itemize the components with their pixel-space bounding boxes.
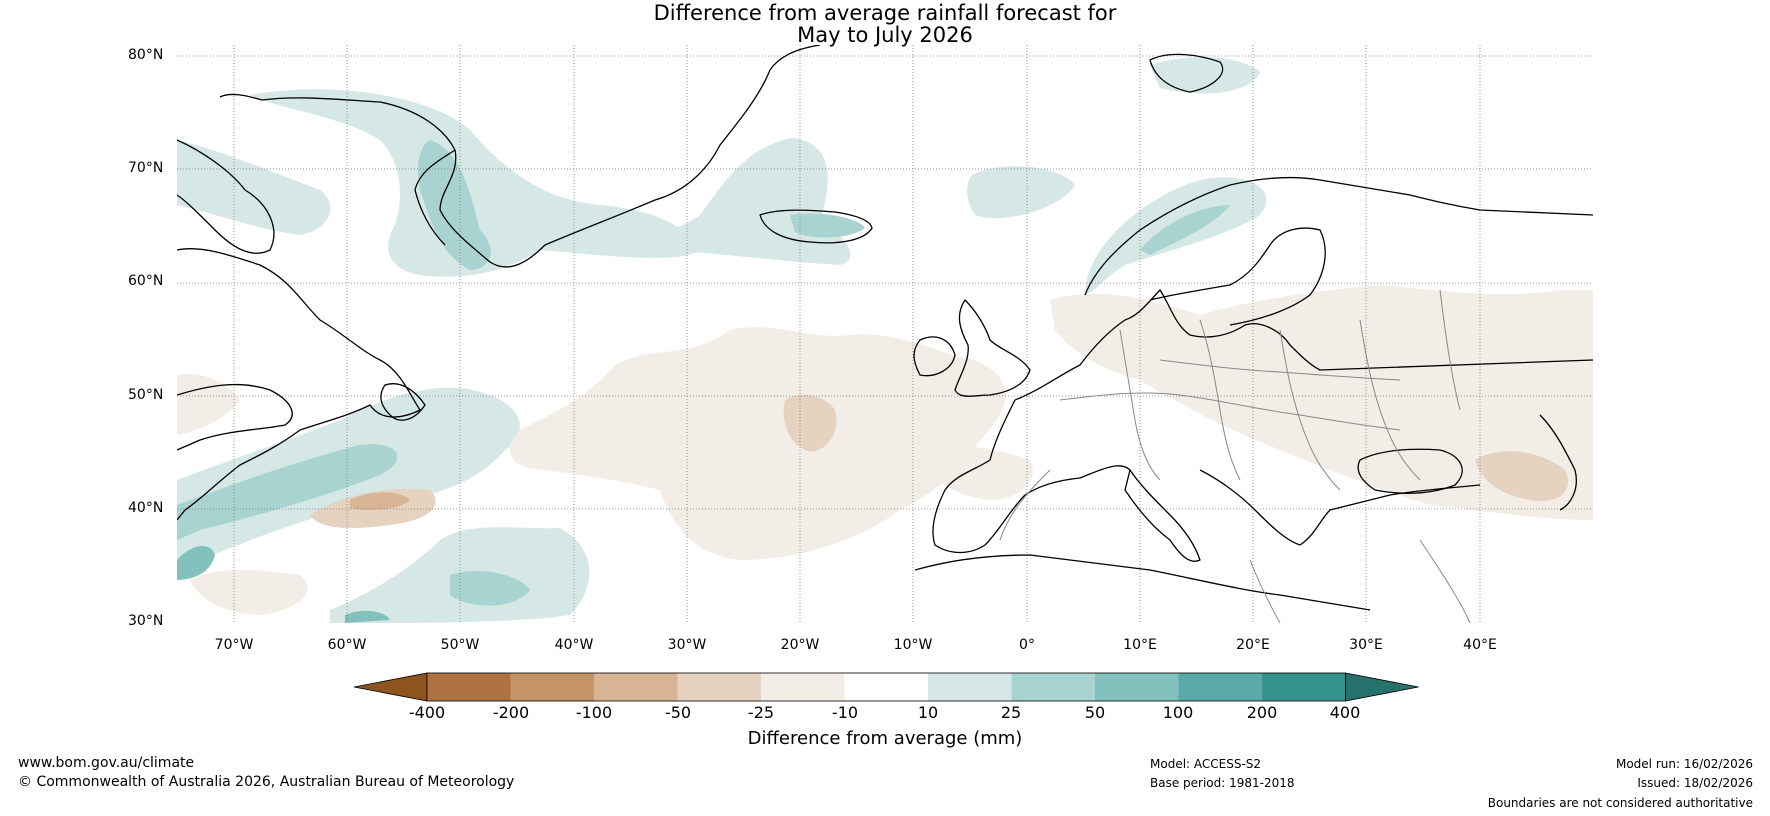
wet-mid-nw-atlantic <box>177 444 398 540</box>
colorbar-swatch <box>1095 673 1179 701</box>
coastline-greenland <box>219 45 821 268</box>
lon-label-10w: 10°W <box>893 637 933 653</box>
coastline-hudson <box>177 383 293 451</box>
colorbar-swatch <box>761 673 845 701</box>
wet-region-svalbard <box>1150 56 1260 94</box>
colorbar-label: -100 <box>575 703 613 722</box>
dry-region-med <box>925 445 1033 500</box>
wet-region-iceland <box>640 138 851 265</box>
disclaimer-text: Boundaries are not considered authoritat… <box>1487 796 1753 810</box>
coastline-baffin <box>177 139 275 254</box>
lat-label-40n: 40°N <box>128 500 164 516</box>
coastline-north-africa <box>914 554 1371 611</box>
colorbar-outline <box>426 672 1346 702</box>
colorbar-label: 25 <box>1000 703 1022 722</box>
colorbar-swatch <box>427 673 511 701</box>
wet-mid-coast <box>177 545 215 580</box>
colorbar-label: 200 <box>1246 703 1278 722</box>
lat-label-70n: 70°N <box>128 160 164 176</box>
colorbar-label: -50 <box>664 703 692 722</box>
coastline-caspian <box>1539 414 1577 511</box>
coastline-italy <box>1124 469 1201 562</box>
wet-region-labrador <box>177 140 331 235</box>
coastline-balkans <box>1199 469 1481 546</box>
dry-region-europe <box>1050 285 1593 520</box>
colorbar-swatch <box>1011 673 1096 701</box>
issued-date: Issued: 18/02/2026 <box>1637 776 1753 790</box>
coastline-black-sea <box>1357 448 1463 494</box>
map-title-line1: Difference from average rainfall forecas… <box>653 1 1117 25</box>
colorbar-swatch <box>510 673 595 701</box>
base-period: Base period: 1981-2018 <box>1150 776 1295 790</box>
coastline-britain <box>954 299 1031 397</box>
colorbar-label: -25 <box>747 703 775 722</box>
colorbar-swatch <box>1262 673 1346 701</box>
dry-mid-caspian <box>1475 451 1569 501</box>
coastline-greenland-west <box>414 149 456 246</box>
colorbar <box>353 672 1419 702</box>
lon-label-40w: 40°W <box>554 637 594 653</box>
lat-label-30n: 30°N <box>128 613 164 629</box>
colorbar-label: 50 <box>1084 703 1106 722</box>
coastlines <box>177 45 1593 611</box>
colorbar-swatch <box>677 673 762 701</box>
colorbar-label: -200 <box>492 703 530 722</box>
anomaly-shading <box>177 56 1593 623</box>
lon-label-40e: 40°E <box>1463 637 1497 653</box>
dry-region-sw-atlantic <box>190 570 308 615</box>
coastline-ireland <box>913 336 956 377</box>
coastline-europe <box>932 289 1593 554</box>
coastline-labrador <box>177 248 421 521</box>
colorbar-swatch <box>844 673 929 701</box>
coastline-svalbard <box>1149 53 1224 93</box>
coastline-newfoundland <box>380 383 426 421</box>
dry-strong-nw-atlantic <box>350 492 410 510</box>
model-name: Model: ACCESS-S2 <box>1150 757 1262 771</box>
colorbar-label: 10 <box>917 703 939 722</box>
lat-label-80n: 80°N <box>128 47 164 63</box>
gridlines <box>177 45 1593 623</box>
lon-label-20e: 20°E <box>1236 637 1270 653</box>
colorbar-swatch <box>928 673 1012 701</box>
wet-mid-greenland <box>418 140 491 270</box>
copyright-text: © Commonwealth of Australia 2026, Austra… <box>18 774 515 790</box>
lon-label-70w: 70°W <box>214 637 254 653</box>
colorbar-swatch <box>1178 673 1263 701</box>
colorbar-label: -10 <box>831 703 859 722</box>
lat-label-60n: 60°N <box>128 273 164 289</box>
coastline-iceland <box>759 209 873 244</box>
lat-label-50n: 50°N <box>128 387 164 403</box>
wet-mid-sw <box>345 610 390 623</box>
coastline-scandinavia <box>1084 176 1593 296</box>
colorbar-extend-high <box>1345 672 1419 702</box>
colorbar-label: 400 <box>1329 703 1361 722</box>
lon-label-30e: 30°E <box>1349 637 1383 653</box>
lon-label-20w: 20°W <box>780 637 820 653</box>
colorbar-swatch <box>594 673 678 701</box>
colorbar-label: -400 <box>408 703 446 722</box>
wet-mid-norway <box>1140 205 1230 255</box>
dry-region-west <box>177 374 240 435</box>
colorbar-title: Difference from average (mm) <box>747 728 1023 749</box>
lon-label-30w: 30°W <box>667 637 707 653</box>
model-run-date: Model run: 16/02/2026 <box>1615 757 1753 771</box>
lon-label-50w: 50°W <box>440 637 480 653</box>
borders <box>999 289 1471 623</box>
wet-mid-subtropical <box>450 570 530 606</box>
lon-label-10e: 10°E <box>1123 637 1157 653</box>
dry-region-central-atlantic <box>509 327 1006 560</box>
lon-label-0: 0° <box>1019 637 1035 653</box>
coastline-baltic <box>1149 227 1326 326</box>
website-link[interactable]: www.bom.gov.au/climate <box>18 755 195 771</box>
wet-region-north-atlantic <box>967 166 1075 219</box>
map-title-line2: May to July 2026 <box>797 23 973 47</box>
colorbar-label: 100 <box>1162 703 1194 722</box>
lon-label-60w: 60°W <box>327 637 367 653</box>
wet-mid-iceland <box>790 213 865 238</box>
dry-mid-azores <box>783 394 837 452</box>
colorbar-extend-low <box>353 672 428 702</box>
wet-region-greenland <box>250 89 700 277</box>
